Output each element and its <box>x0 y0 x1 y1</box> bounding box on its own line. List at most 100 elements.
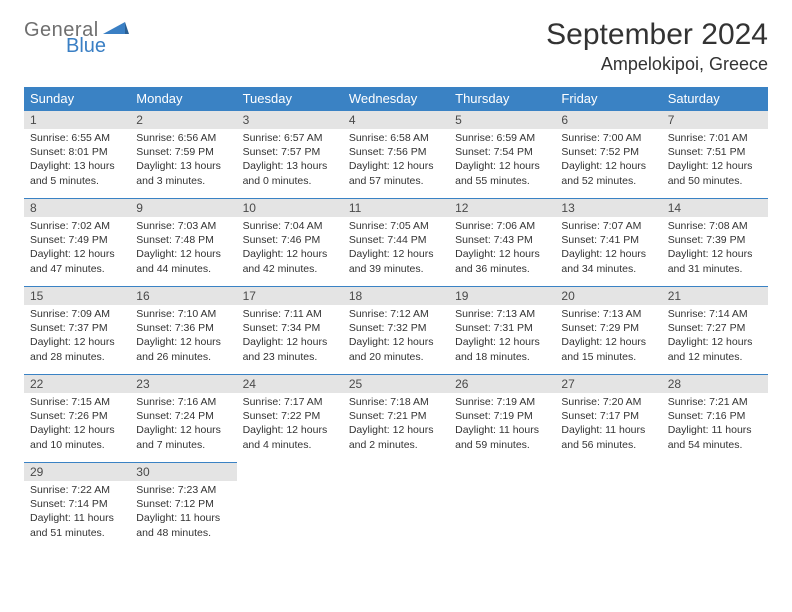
sunrise-line: Sunrise: 7:16 AM <box>136 395 230 409</box>
day-number: 26 <box>449 375 555 393</box>
day-number: 25 <box>343 375 449 393</box>
sunset-line: Sunset: 7:56 PM <box>349 145 443 159</box>
sunrise-line: Sunrise: 7:13 AM <box>561 307 655 321</box>
day-number: 7 <box>662 111 768 129</box>
sunrise-line: Sunrise: 7:23 AM <box>136 483 230 497</box>
sunset-line: Sunset: 7:57 PM <box>243 145 337 159</box>
day-number: 24 <box>237 375 343 393</box>
calendar-cell: 1Sunrise: 6:55 AMSunset: 8:01 PMDaylight… <box>24 111 130 199</box>
daylight-line: Daylight: 13 hours and 5 minutes. <box>30 159 124 187</box>
day-number: 18 <box>343 287 449 305</box>
daylight-line: Daylight: 12 hours and 20 minutes. <box>349 335 443 363</box>
day-number: 27 <box>555 375 661 393</box>
calendar-cell: 25Sunrise: 7:18 AMSunset: 7:21 PMDayligh… <box>343 375 449 463</box>
day-number: 13 <box>555 199 661 217</box>
sunset-line: Sunset: 7:41 PM <box>561 233 655 247</box>
sunrise-line: Sunrise: 6:57 AM <box>243 131 337 145</box>
daylight-line: Daylight: 12 hours and 12 minutes. <box>668 335 762 363</box>
day-details: Sunrise: 7:15 AMSunset: 7:26 PMDaylight:… <box>24 393 130 456</box>
calendar-cell: 29Sunrise: 7:22 AMSunset: 7:14 PMDayligh… <box>24 463 130 551</box>
daylight-line: Daylight: 12 hours and 34 minutes. <box>561 247 655 275</box>
calendar-cell: 13Sunrise: 7:07 AMSunset: 7:41 PMDayligh… <box>555 199 661 287</box>
calendar-cell: 15Sunrise: 7:09 AMSunset: 7:37 PMDayligh… <box>24 287 130 375</box>
sunrise-line: Sunrise: 6:59 AM <box>455 131 549 145</box>
calendar-cell: 9Sunrise: 7:03 AMSunset: 7:48 PMDaylight… <box>130 199 236 287</box>
calendar-row: 29Sunrise: 7:22 AMSunset: 7:14 PMDayligh… <box>24 463 768 551</box>
day-details: Sunrise: 7:14 AMSunset: 7:27 PMDaylight:… <box>662 305 768 368</box>
daylight-line: Daylight: 12 hours and 55 minutes. <box>455 159 549 187</box>
sunset-line: Sunset: 7:17 PM <box>561 409 655 423</box>
day-number: 19 <box>449 287 555 305</box>
day-number: 23 <box>130 375 236 393</box>
sunset-line: Sunset: 7:29 PM <box>561 321 655 335</box>
sunrise-line: Sunrise: 7:19 AM <box>455 395 549 409</box>
day-details: Sunrise: 6:58 AMSunset: 7:56 PMDaylight:… <box>343 129 449 192</box>
day-details: Sunrise: 7:05 AMSunset: 7:44 PMDaylight:… <box>343 217 449 280</box>
daylight-line: Daylight: 12 hours and 28 minutes. <box>30 335 124 363</box>
daylight-line: Daylight: 12 hours and 10 minutes. <box>30 423 124 451</box>
daylight-line: Daylight: 12 hours and 31 minutes. <box>668 247 762 275</box>
sunset-line: Sunset: 7:21 PM <box>349 409 443 423</box>
calendar-cell: 30Sunrise: 7:23 AMSunset: 7:12 PMDayligh… <box>130 463 236 551</box>
day-details: Sunrise: 7:22 AMSunset: 7:14 PMDaylight:… <box>24 481 130 544</box>
calendar-cell: 27Sunrise: 7:20 AMSunset: 7:17 PMDayligh… <box>555 375 661 463</box>
day-details: Sunrise: 7:07 AMSunset: 7:41 PMDaylight:… <box>555 217 661 280</box>
daylight-line: Daylight: 11 hours and 54 minutes. <box>668 423 762 451</box>
sunset-line: Sunset: 7:12 PM <box>136 497 230 511</box>
calendar-cell: 10Sunrise: 7:04 AMSunset: 7:46 PMDayligh… <box>237 199 343 287</box>
daylight-line: Daylight: 11 hours and 59 minutes. <box>455 423 549 451</box>
calendar-body: 1Sunrise: 6:55 AMSunset: 8:01 PMDaylight… <box>24 111 768 551</box>
daylight-line: Daylight: 13 hours and 0 minutes. <box>243 159 337 187</box>
daylight-line: Daylight: 12 hours and 15 minutes. <box>561 335 655 363</box>
sunrise-line: Sunrise: 7:01 AM <box>668 131 762 145</box>
sunset-line: Sunset: 8:01 PM <box>30 145 124 159</box>
calendar-cell: 8Sunrise: 7:02 AMSunset: 7:49 PMDaylight… <box>24 199 130 287</box>
calendar-cell: 28Sunrise: 7:21 AMSunset: 7:16 PMDayligh… <box>662 375 768 463</box>
calendar-cell: 23Sunrise: 7:16 AMSunset: 7:24 PMDayligh… <box>130 375 236 463</box>
sunrise-line: Sunrise: 7:15 AM <box>30 395 124 409</box>
day-number: 20 <box>555 287 661 305</box>
calendar-cell: 14Sunrise: 7:08 AMSunset: 7:39 PMDayligh… <box>662 199 768 287</box>
sunset-line: Sunset: 7:52 PM <box>561 145 655 159</box>
daylight-line: Daylight: 12 hours and 52 minutes. <box>561 159 655 187</box>
calendar-cell: 26Sunrise: 7:19 AMSunset: 7:19 PMDayligh… <box>449 375 555 463</box>
calendar-cell: 21Sunrise: 7:14 AMSunset: 7:27 PMDayligh… <box>662 287 768 375</box>
calendar-cell <box>555 463 661 551</box>
calendar-cell: 3Sunrise: 6:57 AMSunset: 7:57 PMDaylight… <box>237 111 343 199</box>
day-number: 22 <box>24 375 130 393</box>
daylight-line: Daylight: 11 hours and 51 minutes. <box>30 511 124 539</box>
sunrise-line: Sunrise: 7:05 AM <box>349 219 443 233</box>
day-number: 9 <box>130 199 236 217</box>
daylight-line: Daylight: 12 hours and 4 minutes. <box>243 423 337 451</box>
day-number: 3 <box>237 111 343 129</box>
sunset-line: Sunset: 7:37 PM <box>30 321 124 335</box>
sunset-line: Sunset: 7:51 PM <box>668 145 762 159</box>
calendar-cell: 4Sunrise: 6:58 AMSunset: 7:56 PMDaylight… <box>343 111 449 199</box>
daylight-line: Daylight: 12 hours and 2 minutes. <box>349 423 443 451</box>
daylight-line: Daylight: 13 hours and 3 minutes. <box>136 159 230 187</box>
sunrise-line: Sunrise: 7:02 AM <box>30 219 124 233</box>
dayname-sunday: Sunday <box>24 87 130 111</box>
calendar-table: Sunday Monday Tuesday Wednesday Thursday… <box>24 87 768 551</box>
sunset-line: Sunset: 7:36 PM <box>136 321 230 335</box>
logo-text-blue: Blue <box>66 36 129 56</box>
day-header-row: Sunday Monday Tuesday Wednesday Thursday… <box>24 87 768 111</box>
sunrise-line: Sunrise: 7:11 AM <box>243 307 337 321</box>
calendar-cell: 24Sunrise: 7:17 AMSunset: 7:22 PMDayligh… <box>237 375 343 463</box>
calendar-cell: 19Sunrise: 7:13 AMSunset: 7:31 PMDayligh… <box>449 287 555 375</box>
daylight-line: Daylight: 12 hours and 18 minutes. <box>455 335 549 363</box>
daylight-line: Daylight: 12 hours and 39 minutes. <box>349 247 443 275</box>
sunset-line: Sunset: 7:49 PM <box>30 233 124 247</box>
day-number: 11 <box>343 199 449 217</box>
day-details: Sunrise: 6:55 AMSunset: 8:01 PMDaylight:… <box>24 129 130 192</box>
daylight-line: Daylight: 11 hours and 56 minutes. <box>561 423 655 451</box>
sunrise-line: Sunrise: 7:06 AM <box>455 219 549 233</box>
day-details: Sunrise: 7:03 AMSunset: 7:48 PMDaylight:… <box>130 217 236 280</box>
dayname-tuesday: Tuesday <box>237 87 343 111</box>
sunrise-line: Sunrise: 7:07 AM <box>561 219 655 233</box>
title-block: September 2024 Ampelokipoi, Greece <box>546 18 768 75</box>
day-details: Sunrise: 7:04 AMSunset: 7:46 PMDaylight:… <box>237 217 343 280</box>
day-details: Sunrise: 7:11 AMSunset: 7:34 PMDaylight:… <box>237 305 343 368</box>
day-details: Sunrise: 6:57 AMSunset: 7:57 PMDaylight:… <box>237 129 343 192</box>
sunset-line: Sunset: 7:46 PM <box>243 233 337 247</box>
